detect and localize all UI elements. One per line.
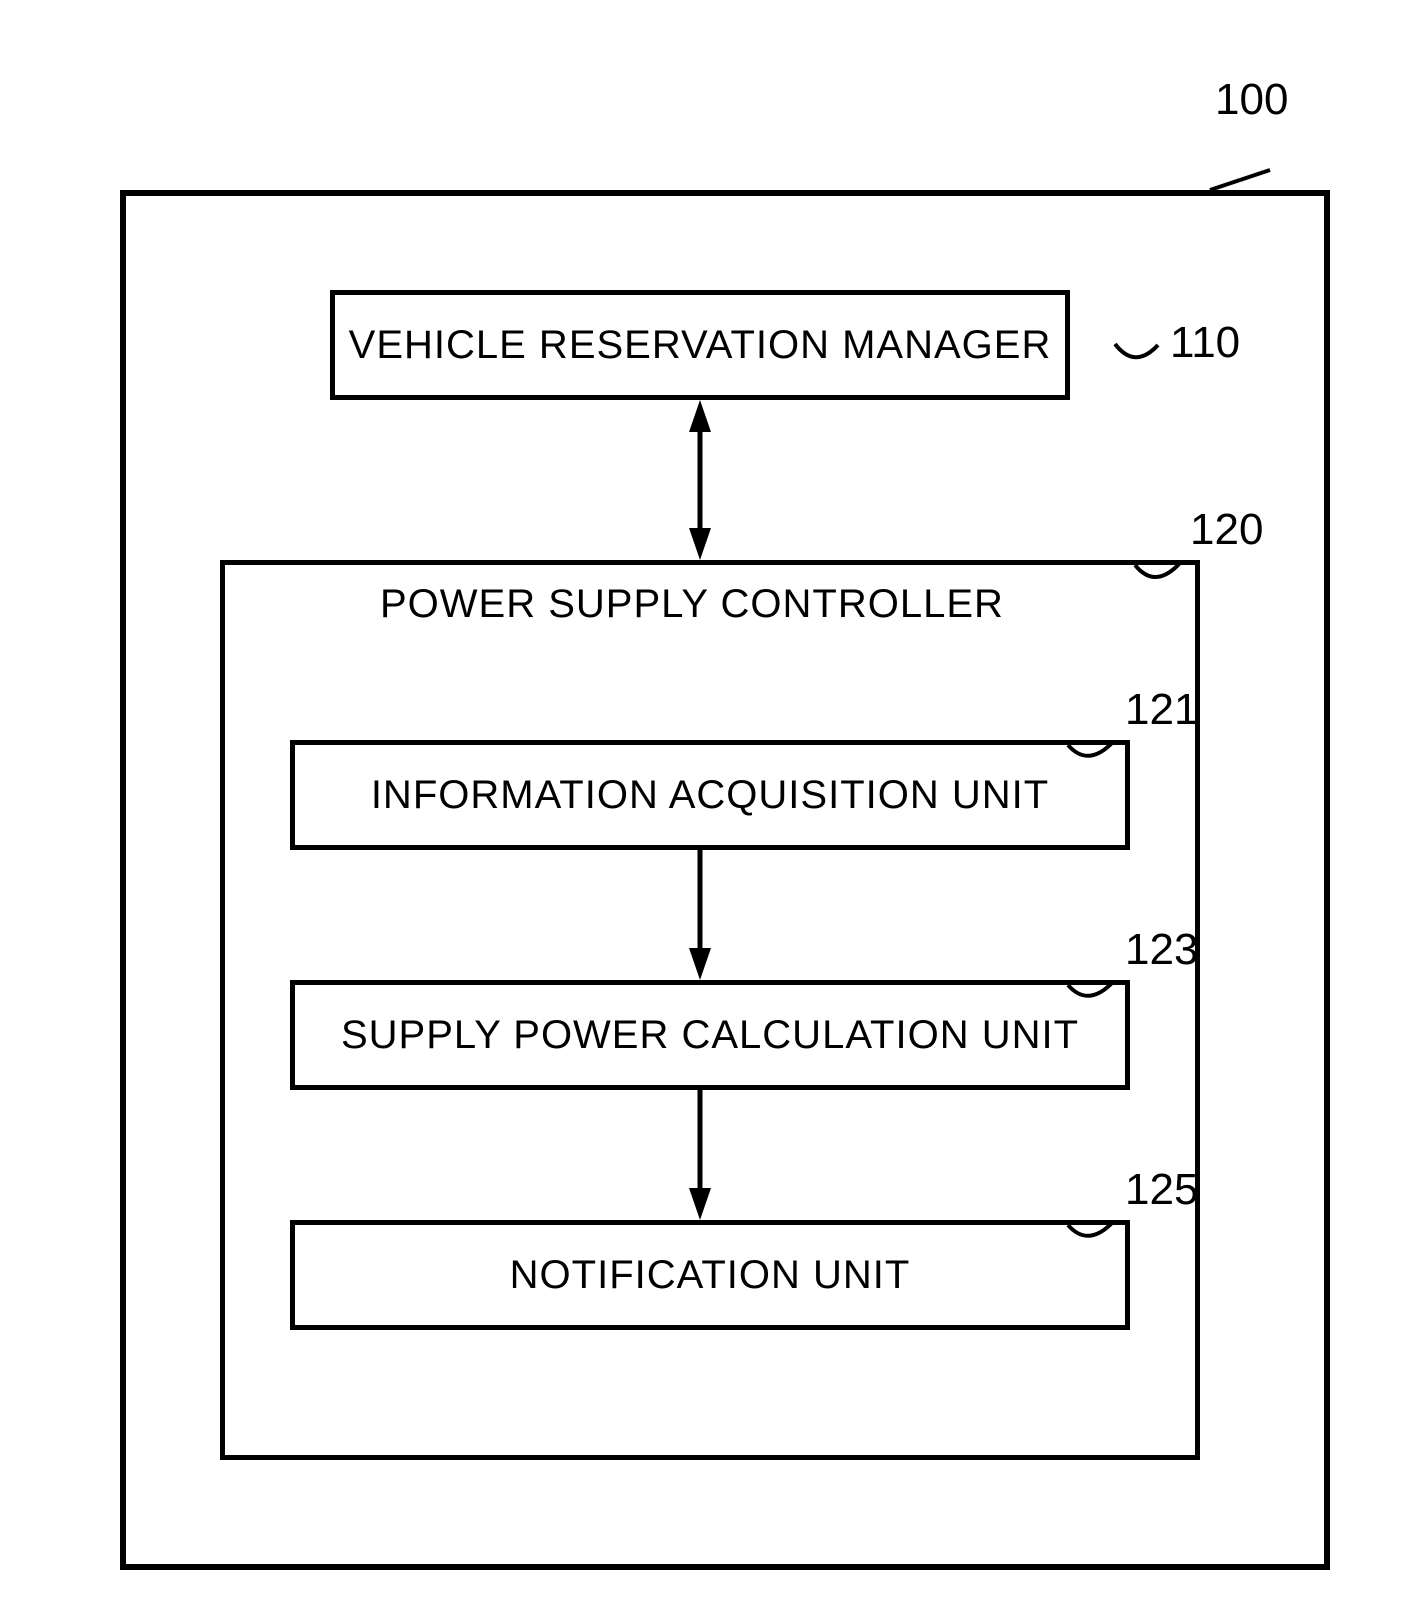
arrow-spcu-to-nu [20, 20, 1402, 1600]
diagram-canvas: 100 VEHICLE RESERVATION MANAGER 110 POWE… [20, 20, 1402, 1600]
